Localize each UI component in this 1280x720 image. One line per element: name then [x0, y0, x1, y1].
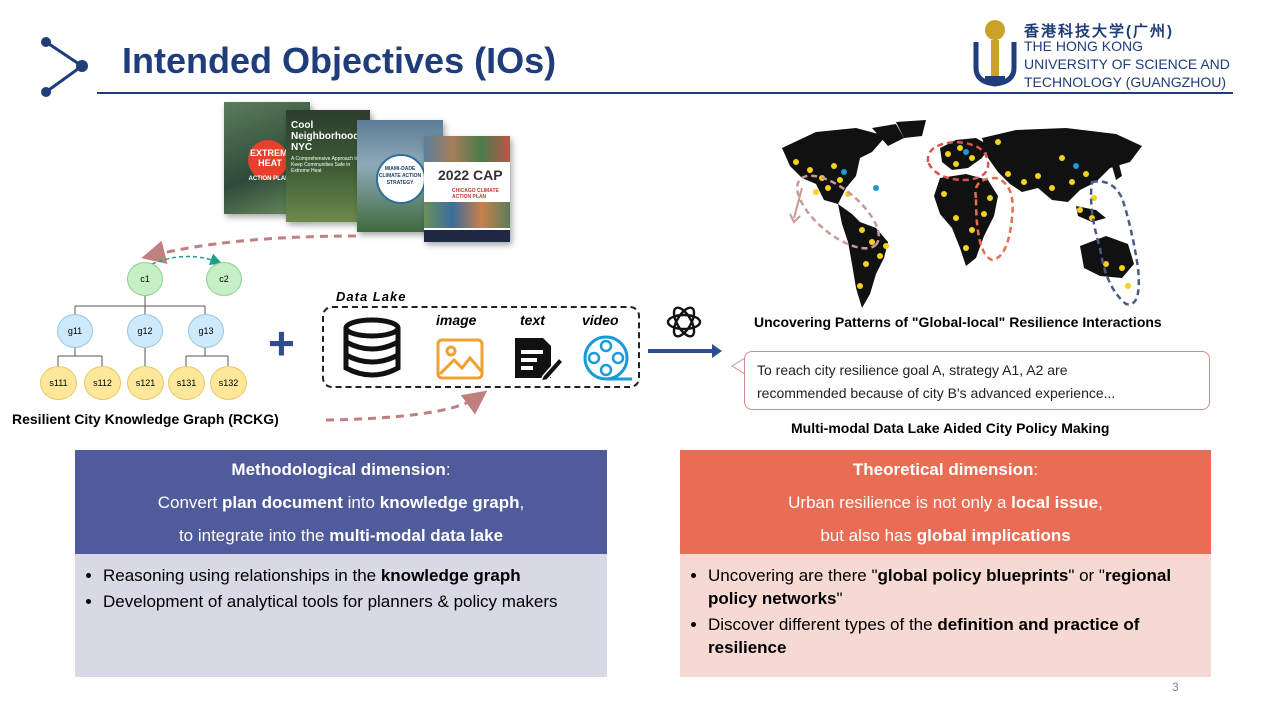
methodological-line-2: to integrate into the multi-modal data l…: [178, 526, 504, 545]
arrow-graph-to-lake: [325, 390, 488, 422]
graph-node-g12: g12: [127, 314, 163, 348]
theoretical-bullet: Uncovering are there "global policy blue…: [708, 564, 1199, 610]
rckg-label: Resilient City Knowledge Graph (RCKG): [12, 411, 279, 427]
callout-caption: Multi-modal Data Lake Aided City Policy …: [791, 420, 1110, 436]
database-icon: [343, 317, 401, 378]
graph-node-c2: c2: [206, 262, 242, 296]
map-caption: Uncovering Patterns of "Global-local" Re…: [754, 314, 1162, 330]
data-lake-label-video: video: [582, 312, 619, 328]
image-icon: [436, 338, 484, 380]
theoretical-line-2: but also has global implications: [820, 526, 1071, 545]
data-lake-box: [322, 306, 640, 388]
region-outlines: [795, 140, 1140, 306]
data-lake-title: Data Lake: [336, 289, 407, 304]
data-lake-label-text: text: [520, 312, 545, 328]
page-number: 3: [1172, 680, 1179, 694]
university-name-line: THE HONG KONG: [1024, 38, 1144, 54]
graph-node-c1: c1: [127, 262, 163, 296]
plan-cover-chicago-cap: 2022 CAP CHICAGO CLIMATE ACTION PLAN: [424, 136, 510, 242]
callout-tail: [731, 357, 746, 375]
theoretical-line-1: Urban resilience is not only a local iss…: [788, 493, 1103, 512]
theoretical-header: Theoretical dimension: Urban resilience …: [680, 450, 1211, 554]
graph-node-s131: s131: [168, 366, 205, 400]
cover-title: MIAMI-DADE CLIMATE ACTION STRATEGY: [378, 166, 422, 186]
edge-c1-c2: [151, 253, 223, 265]
world-map: [782, 120, 1142, 308]
callout-line: recommended because of city B's advanced…: [757, 385, 1116, 401]
cover-photo-strip: [424, 202, 510, 228]
cover-subtitle: CHICAGO CLIMATE ACTION PLAN: [452, 188, 499, 200]
cover-badge: [248, 140, 288, 180]
cover-subtitle: ACTION PLAN: [248, 176, 290, 182]
methodological-line-1: Convert plan document into knowledge gra…: [157, 493, 525, 512]
callout-line: To reach city resilience goal A, strateg…: [757, 362, 1068, 378]
cover-title: 2022 CAP: [438, 167, 503, 183]
document-edit-icon: [515, 338, 565, 382]
university-name-chinese: 香港科技大学(广州): [1024, 23, 1174, 40]
graph-node-g11: g11: [57, 314, 93, 348]
graph-node-s111: s111: [40, 366, 77, 400]
methodological-body: Reasoning using relationships in the kno…: [75, 554, 607, 677]
cover-subtitle: A Comprehensive Approach to Keep Communi…: [291, 156, 359, 174]
plus-icon: +: [268, 317, 295, 369]
data-lake-label-image: image: [436, 312, 477, 328]
ai-model-icon: [666, 306, 702, 338]
graph-node-g13: g13: [188, 314, 224, 348]
university-logo-icon: [973, 20, 1017, 87]
video-reel-icon: [583, 335, 632, 381]
cover-title: EXTREME HEAT: [250, 148, 294, 168]
graph-node-s112: s112: [84, 366, 121, 400]
graph-node-s121: s121: [127, 366, 164, 400]
arrow-cover-to-graph: [141, 234, 357, 265]
cover-title: Cool Neighborhoods NYC: [291, 120, 365, 153]
theoretical-heading: Theoretical dimension: [852, 460, 1034, 479]
graph-node-s132: s132: [210, 366, 247, 400]
tree-edges: [57, 296, 229, 366]
cover-footer: [424, 230, 510, 242]
methodological-bullet: Development of analytical tools for plan…: [103, 590, 595, 613]
page-title: Intended Objectives (IOs): [122, 40, 557, 81]
network-logo-icon: [41, 37, 88, 97]
methodological-header: Methodological dimension: Convert plan d…: [75, 450, 607, 554]
recommendation-callout: To reach city resilience goal A, strateg…: [744, 351, 1210, 410]
cover-photo-strip: [424, 136, 510, 162]
university-name-line: TECHNOLOGY (GUANGZHOU): [1024, 74, 1226, 90]
methodological-bullet: Reasoning using relationships in the kno…: [103, 564, 595, 587]
city-dots-highlight: [841, 149, 1079, 191]
university-name-line: UNIVERSITY OF SCIENCE AND: [1024, 56, 1230, 72]
theoretical-body: Uncovering are there "global policy blue…: [680, 554, 1211, 677]
methodological-heading: Methodological dimension: [231, 460, 446, 479]
city-dots: [793, 139, 1131, 289]
title-divider: [97, 92, 1233, 94]
plan-cover-cool-neighborhoods: Cool Neighborhoods NYC A Comprehensive A…: [286, 110, 370, 222]
theoretical-bullet: Discover different types of the definiti…: [708, 613, 1199, 659]
